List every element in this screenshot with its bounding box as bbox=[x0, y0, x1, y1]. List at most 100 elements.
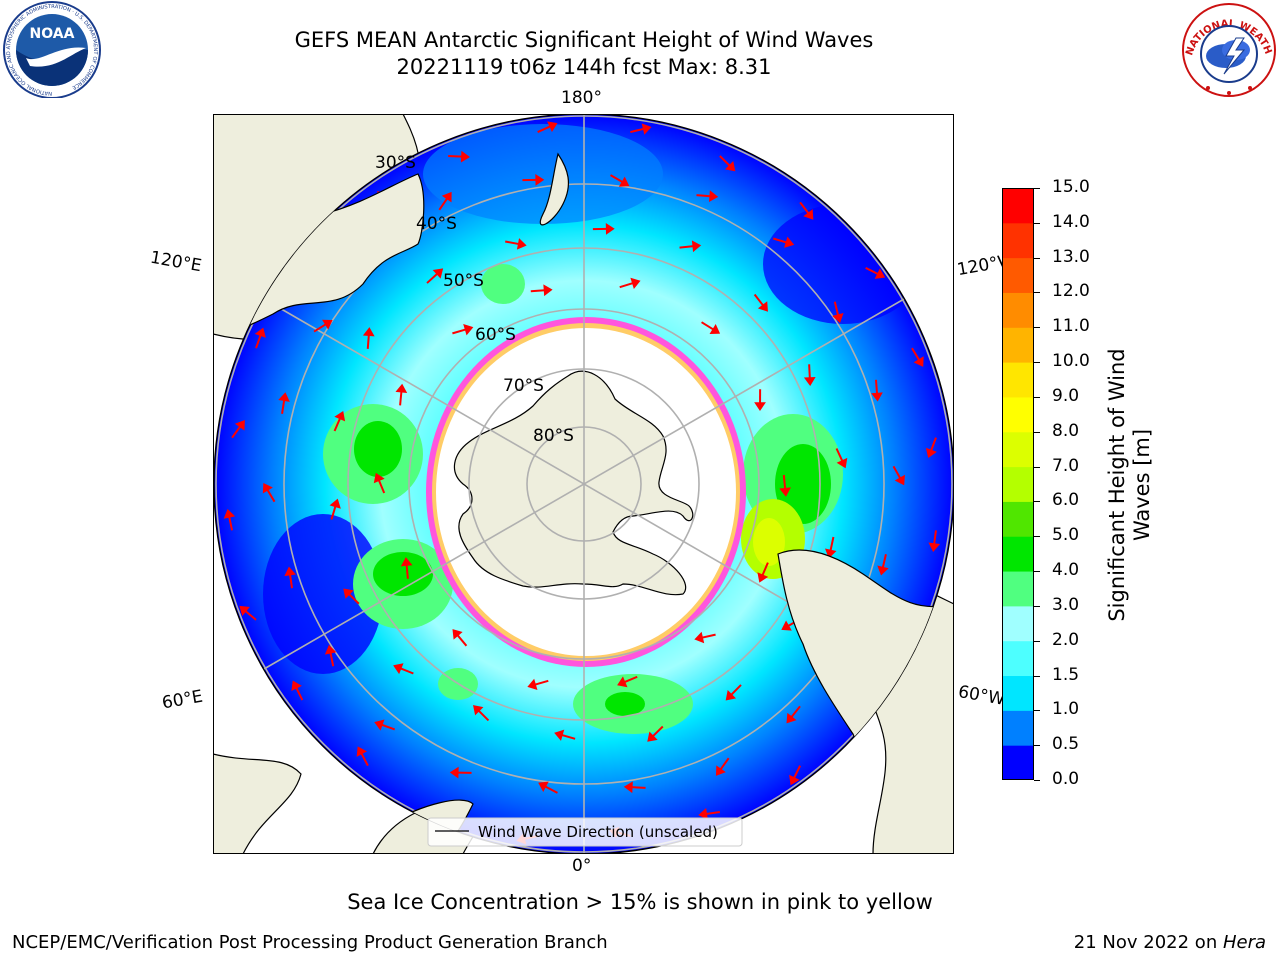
wave-direction-arrow-head bbox=[786, 712, 797, 724]
lon-label-60w: 60°W bbox=[956, 681, 1007, 710]
wave-direction-arrow bbox=[753, 293, 764, 307]
wave-direction-arrow-head bbox=[400, 557, 413, 567]
wave-direction-arrow-head bbox=[784, 236, 795, 248]
wave-direction-arrow bbox=[773, 237, 787, 244]
wave-direction-arrow bbox=[561, 733, 576, 740]
wave-direction-arrow-head bbox=[754, 402, 766, 412]
wave-direction-arrow-head bbox=[324, 644, 337, 655]
wave-direction-arrow bbox=[730, 684, 742, 696]
wave-direction-arrow-head bbox=[473, 705, 484, 716]
colorbar-tick-label: 12.0 bbox=[1052, 281, 1090, 302]
wave-direction-arrow bbox=[255, 334, 262, 349]
lat-label-40s: 40°S bbox=[416, 214, 457, 234]
wave-direction-arrow-head bbox=[803, 376, 816, 387]
wave-direction-arrow-head bbox=[393, 663, 404, 675]
wave-direction-arrow-head bbox=[262, 482, 273, 494]
wave-direction-arrow bbox=[289, 574, 294, 589]
wave-direction-arrow-head bbox=[254, 327, 266, 338]
wave-direction-arrow bbox=[833, 301, 840, 316]
colorbar-tick-label: 3.0 bbox=[1052, 594, 1080, 615]
wave-direction-arrow bbox=[329, 652, 335, 667]
wave-direction-arrow-head bbox=[698, 808, 708, 820]
wave-direction-arrow bbox=[930, 437, 937, 452]
colorbar-segment bbox=[1002, 257, 1034, 293]
wave-direction-arrow bbox=[505, 240, 520, 246]
colorbar-segment bbox=[1002, 605, 1034, 642]
wave-direction-arrow-head bbox=[322, 319, 333, 330]
wave-direction-arrow-head bbox=[527, 678, 538, 691]
lon-label-120e: 120°E bbox=[148, 247, 204, 277]
wave-direction-arrow bbox=[381, 723, 396, 731]
footer-date: 21 Nov 2022 on Hera bbox=[1073, 932, 1266, 953]
wave-direction-arrow bbox=[705, 810, 720, 815]
lon-label-120w: 120°W bbox=[955, 251, 1009, 281]
wave-direction-arrow bbox=[348, 593, 360, 605]
wave-direction-arrow-head bbox=[463, 324, 474, 336]
wave-direction-arrow-head bbox=[708, 190, 719, 202]
colorbar-tick-label: 2.0 bbox=[1052, 629, 1080, 650]
wave-direction-arrow bbox=[456, 634, 468, 647]
colorbar-tick-label: 4.0 bbox=[1052, 560, 1080, 581]
wave-direction-arrow bbox=[782, 474, 787, 490]
colorbar-segment bbox=[1002, 501, 1034, 537]
footer-branch: NCEP/EMC/Verification Post Processing Pr… bbox=[12, 932, 608, 953]
wave-direction-arrow bbox=[808, 364, 811, 379]
wave-direction-arrow-head bbox=[239, 605, 250, 617]
wave-direction-arrow-head bbox=[725, 690, 737, 701]
wave-direction-arrow-head bbox=[691, 240, 702, 253]
wave-direction-arrow-head bbox=[334, 410, 346, 422]
map-legend: Wind Wave Direction (unscaled) bbox=[427, 817, 743, 847]
wave-direction-arrow bbox=[452, 328, 467, 335]
wave-direction-arrow bbox=[537, 125, 551, 133]
wave-direction-arrow-head bbox=[432, 268, 444, 279]
colorbar-tick-label: 1.0 bbox=[1052, 699, 1080, 720]
wave-direction-arrow bbox=[631, 786, 646, 789]
colorbar-segment bbox=[1002, 396, 1034, 433]
wave-direction-arrow-head bbox=[647, 731, 658, 742]
wave-direction-arrow bbox=[892, 465, 902, 479]
wave-direction-arrow-head bbox=[928, 542, 941, 552]
legend-label: Wind Wave Direction (unscaled) bbox=[478, 823, 718, 841]
wave-direction-arrow bbox=[619, 282, 634, 289]
wave-direction-arrow bbox=[448, 155, 463, 158]
wave-direction-arrow-head bbox=[605, 223, 615, 235]
wave-direction-arrow-head bbox=[803, 209, 814, 220]
lat-label-60s: 60°S bbox=[475, 325, 516, 345]
wave-direction-arrow bbox=[360, 752, 369, 767]
wave-direction-arrow bbox=[630, 127, 645, 134]
wave-direction-arrow-head bbox=[617, 676, 628, 688]
lon-label-180: 180° bbox=[561, 88, 602, 108]
wave-direction-arrow bbox=[701, 633, 716, 639]
colorbar-tick-label: 10.0 bbox=[1052, 351, 1090, 372]
colorbar-segment bbox=[1002, 745, 1034, 780]
wave-direction-arrow bbox=[405, 564, 409, 579]
wave-direction-arrow bbox=[701, 321, 714, 331]
wave-direction-arrow bbox=[933, 530, 937, 545]
wave-direction-arrow bbox=[281, 399, 286, 414]
wave-direction-arrow-head bbox=[543, 284, 553, 297]
colorbar bbox=[1002, 188, 1034, 780]
wave-direction-arrow-head bbox=[343, 588, 354, 599]
wave-direction-arrow-head bbox=[757, 572, 769, 583]
wave-direction-arrow bbox=[266, 489, 276, 503]
wave-direction-arrow-head bbox=[913, 356, 924, 367]
colorbar-segment bbox=[1002, 222, 1034, 259]
wave-direction-arrow-head bbox=[832, 313, 844, 323]
wave-direction-arrow-head bbox=[641, 123, 652, 135]
lon-label-0: 0° bbox=[572, 856, 592, 876]
wave-direction-arrow-head bbox=[329, 498, 341, 509]
wave-direction-arrow-head bbox=[538, 781, 549, 792]
wave-direction-arrow-head bbox=[449, 766, 459, 779]
colorbar-segment bbox=[1002, 327, 1034, 363]
colorbar-tick-label: 8.0 bbox=[1052, 420, 1080, 441]
wave-direction-arrow bbox=[874, 379, 879, 394]
wave-direction-arrow-head bbox=[630, 277, 641, 289]
wave-direction-arrow bbox=[377, 479, 386, 494]
noaa-logo-text: NOAA bbox=[30, 26, 75, 42]
wave-direction-arrow bbox=[313, 323, 327, 333]
wave-direction-arrow bbox=[477, 709, 490, 722]
wave-direction-arrow bbox=[652, 725, 664, 738]
colorbar-tick-label: 13.0 bbox=[1052, 246, 1090, 267]
wave-direction-arrow-head bbox=[362, 327, 375, 337]
colorbar-tick-label: 14.0 bbox=[1052, 211, 1090, 232]
